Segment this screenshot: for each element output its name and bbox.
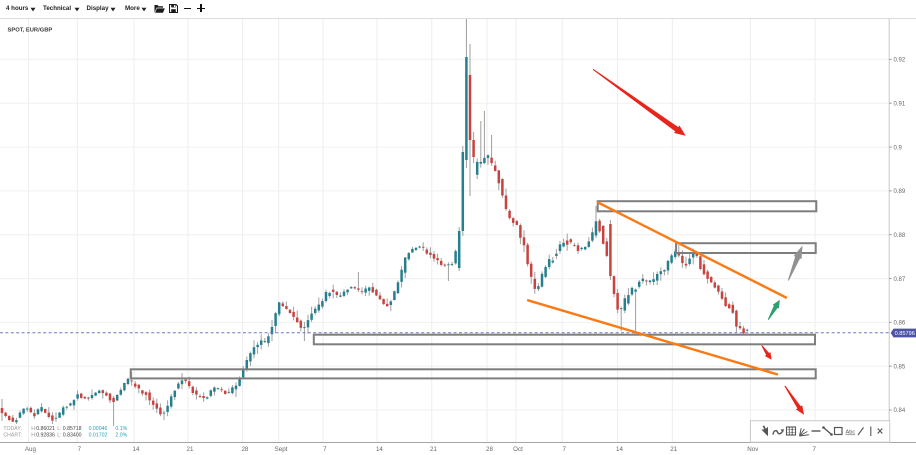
svg-text:14: 14 bbox=[616, 446, 623, 453]
svg-text:0.9: 0.9 bbox=[894, 145, 903, 151]
svg-text:0.92836: 0.92836 bbox=[36, 433, 55, 439]
svg-text:0.91: 0.91 bbox=[894, 101, 906, 107]
svg-text:Nov: Nov bbox=[747, 446, 759, 453]
svg-text:TODAY:: TODAY: bbox=[3, 426, 22, 432]
svg-text:0.88: 0.88 bbox=[894, 233, 906, 239]
svg-text:0.1%: 0.1% bbox=[115, 426, 127, 432]
svg-text:14: 14 bbox=[376, 446, 383, 453]
svg-text:7: 7 bbox=[323, 446, 327, 453]
svg-text:7: 7 bbox=[812, 446, 816, 453]
svg-text:28: 28 bbox=[486, 446, 493, 453]
svg-text:7: 7 bbox=[562, 446, 566, 453]
svg-text:Abc: Abc bbox=[846, 430, 856, 436]
svg-text:21: 21 bbox=[187, 446, 194, 453]
svg-text:2.0%: 2.0% bbox=[115, 433, 127, 439]
svg-text:Sept: Sept bbox=[275, 446, 288, 453]
svg-text:Oct: Oct bbox=[513, 446, 523, 453]
svg-text:28: 28 bbox=[241, 446, 248, 453]
svg-text:0.01702: 0.01702 bbox=[89, 433, 108, 439]
svg-text:0.85: 0.85 bbox=[894, 364, 906, 370]
svg-text:Aug: Aug bbox=[25, 446, 37, 453]
svg-text:0.92: 0.92 bbox=[894, 58, 906, 64]
svg-text:0.85796: 0.85796 bbox=[895, 331, 915, 337]
svg-text:H:: H: bbox=[31, 433, 36, 439]
svg-text:0.85718: 0.85718 bbox=[63, 426, 82, 432]
svg-text:0.86021: 0.86021 bbox=[36, 426, 55, 432]
svg-text:SPOT, EUR/GBP: SPOT, EUR/GBP bbox=[8, 28, 53, 34]
svg-text:H:: H: bbox=[31, 426, 36, 432]
svg-text:0.86: 0.86 bbox=[894, 321, 906, 327]
svg-text:14: 14 bbox=[133, 446, 140, 453]
svg-text:L:: L: bbox=[57, 433, 61, 439]
svg-text:0.87: 0.87 bbox=[894, 277, 906, 283]
svg-text:21: 21 bbox=[670, 446, 677, 453]
svg-text:21: 21 bbox=[430, 446, 437, 453]
svg-text:0.00046: 0.00046 bbox=[89, 426, 108, 432]
svg-text:0.83400: 0.83400 bbox=[63, 433, 82, 439]
svg-text:0.89: 0.89 bbox=[894, 189, 906, 195]
svg-text:L:: L: bbox=[57, 426, 61, 432]
svg-text:0.84: 0.84 bbox=[894, 408, 906, 414]
svg-text:7: 7 bbox=[78, 446, 82, 453]
svg-text:CHART:: CHART: bbox=[3, 433, 22, 439]
